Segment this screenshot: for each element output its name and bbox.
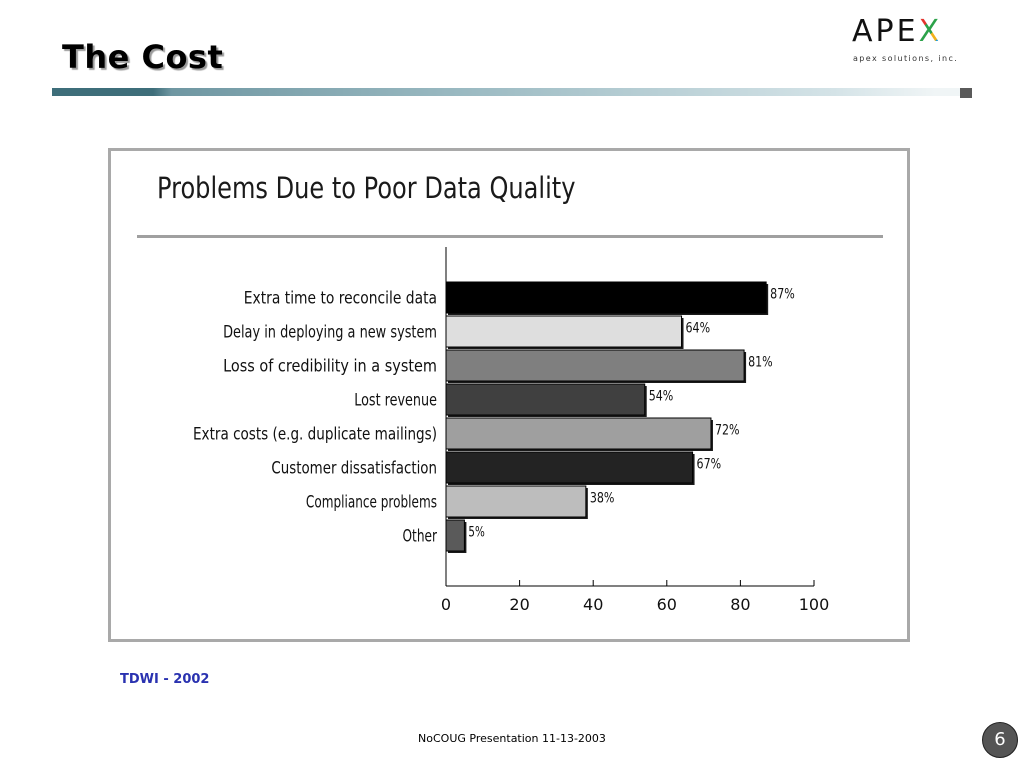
- slide-title: The Cost: [62, 38, 224, 76]
- category-label: Customer dissatisfaction: [271, 459, 437, 479]
- x-tick-label: 0: [441, 595, 451, 614]
- category-label: Delay in deploying a new system: [223, 323, 437, 343]
- logo-tagline: apex solutions, inc.: [853, 54, 959, 63]
- category-label: Compliance problems: [306, 493, 437, 513]
- page-number-badge: 6: [982, 722, 1018, 758]
- logo-wordmark: APEX: [852, 14, 942, 50]
- value-label: 81%: [748, 355, 773, 371]
- category-label: Extra time to reconcile data: [244, 289, 437, 309]
- bar-5: [445, 417, 712, 450]
- logo-letter-e: E: [896, 14, 919, 49]
- value-label: 64%: [686, 321, 711, 337]
- bar-6: [445, 451, 694, 484]
- logo-letter-x: X: [918, 14, 943, 49]
- logo-letter-a: A: [852, 14, 876, 49]
- chart-title: Problems Due to Poor Data Quality: [157, 171, 576, 205]
- bar-3: [445, 349, 745, 382]
- apex-logo: APEX apex solutions, inc.: [848, 14, 962, 66]
- category-label: Lost revenue: [354, 391, 437, 411]
- bar-2: [445, 315, 683, 348]
- x-tick-label: 80: [730, 595, 750, 614]
- value-label: 38%: [590, 491, 615, 507]
- bar-8: [445, 519, 465, 552]
- footer-text: NoCOUG Presentation 11-13-2003: [418, 732, 606, 745]
- value-label: 87%: [770, 287, 795, 303]
- value-label: 54%: [649, 389, 674, 405]
- category-label: Extra costs (e.g. duplicate mailings): [193, 425, 437, 445]
- x-tick-label: 100: [799, 595, 830, 614]
- value-label: 72%: [715, 423, 740, 439]
- chart-frame: Problems Due to Poor Data Quality Extra …: [108, 148, 910, 642]
- category-label: Other: [403, 527, 438, 547]
- x-tick-label: 20: [509, 595, 529, 614]
- category-label: Loss of credibility in a system: [223, 357, 437, 377]
- bar-chart: Extra time to reconcile data 87% Delay in …: [193, 247, 830, 614]
- x-tick-label: 60: [657, 595, 677, 614]
- logo-letter-p: P: [875, 14, 897, 49]
- chart-title-divider: [137, 235, 883, 238]
- bar-1: [445, 281, 767, 314]
- source-note: TDWI - 2002: [120, 672, 210, 687]
- bar-7: [445, 485, 587, 518]
- title-underline-shadow: [960, 88, 972, 98]
- value-label: 5%: [468, 525, 484, 541]
- title-underline-bar: [52, 88, 972, 96]
- x-tick-label: 40: [583, 595, 603, 614]
- value-label: 67%: [697, 457, 722, 473]
- bar-4: [445, 383, 646, 416]
